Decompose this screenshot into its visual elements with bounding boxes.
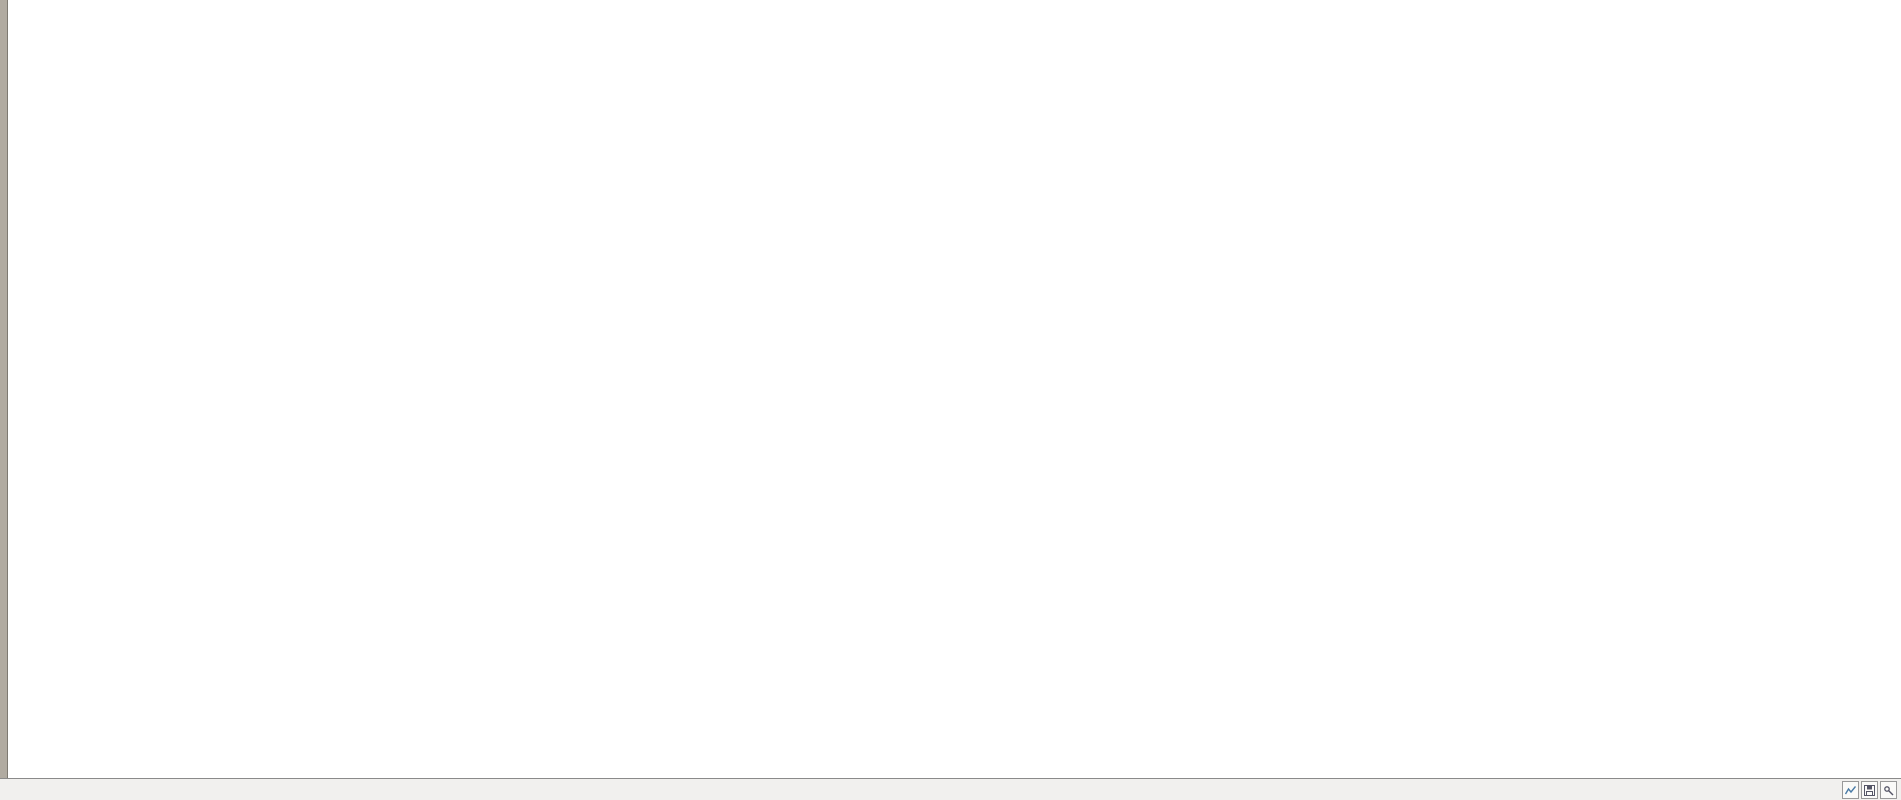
line-chart-icon[interactable] <box>1842 781 1859 799</box>
axis-toolbar <box>1842 781 1897 799</box>
time-axis[interactable] <box>0 778 1901 800</box>
save-icon[interactable] <box>1861 781 1878 799</box>
pin-icon[interactable] <box>1880 781 1897 799</box>
window-left-border <box>0 0 8 800</box>
